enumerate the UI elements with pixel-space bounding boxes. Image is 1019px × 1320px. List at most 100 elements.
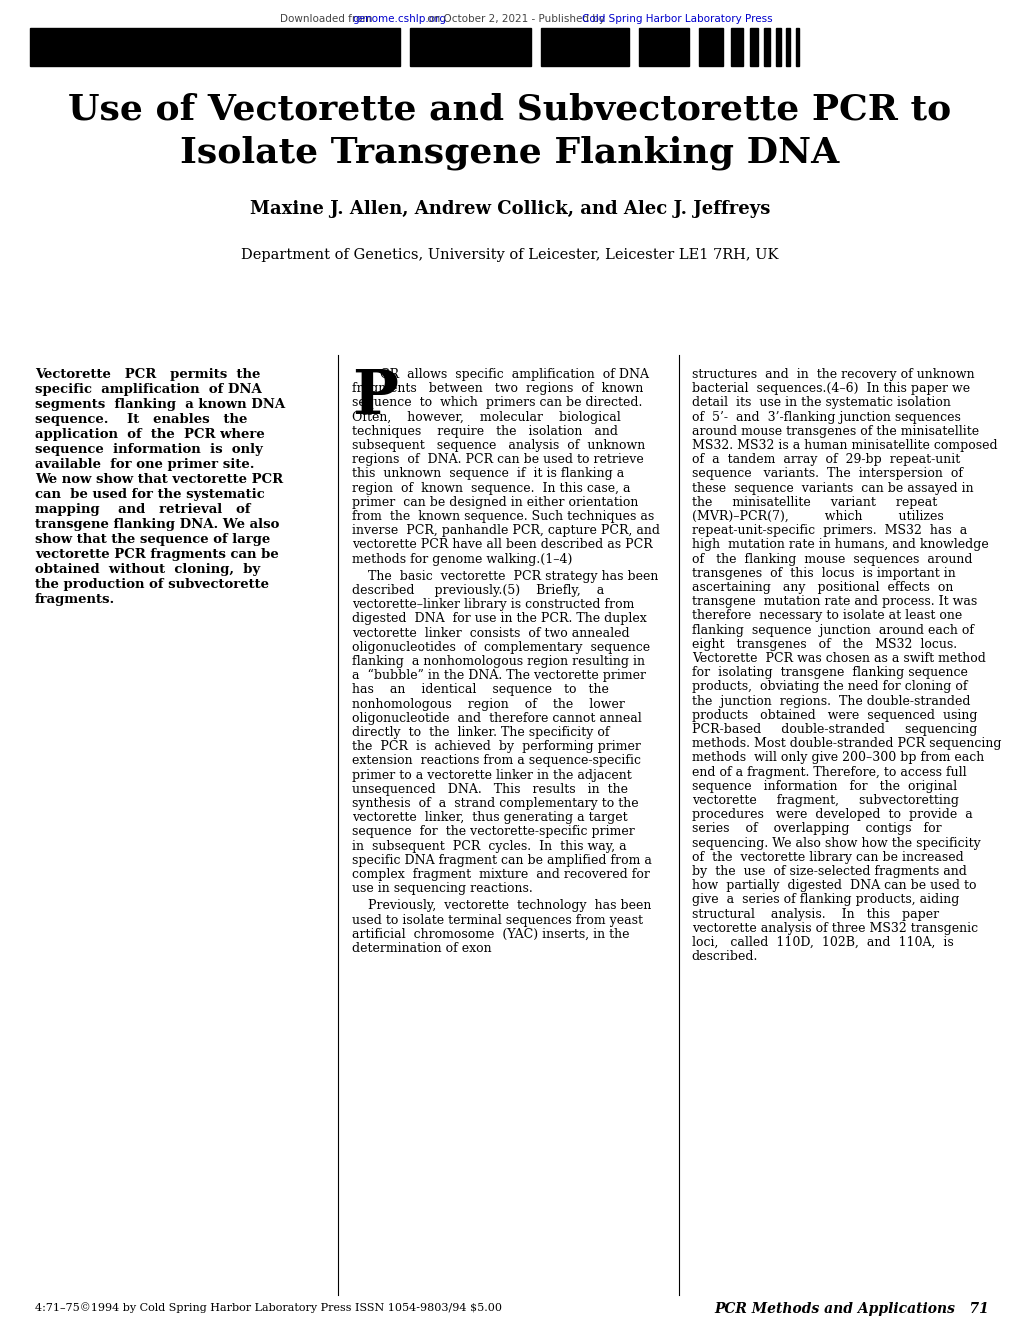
Bar: [775, 28, 780, 66]
Text: directly  to  the  linker. The specificity of: directly to the linker. The specificity …: [352, 726, 609, 739]
Bar: [30, 28, 400, 66]
Text: show that the sequence of large: show that the sequence of large: [35, 533, 270, 546]
Text: a  “bubble” in the DNA. The vectorette primer: a “bubble” in the DNA. The vectorette pr…: [352, 669, 646, 682]
Text: The  basic  vectorette  PCR strategy has been: The basic vectorette PCR strategy has be…: [352, 570, 658, 583]
Text: Often,    however,    molecular    biological: Often, however, molecular biological: [352, 411, 621, 424]
Text: of  5’-  and  3’-flanking junction sequences: of 5’- and 3’-flanking junction sequence…: [691, 411, 960, 424]
Text: high  mutation rate in humans, and knowledge: high mutation rate in humans, and knowle…: [691, 539, 987, 552]
Text: region  of  known  sequence.  In this case, a: region of known sequence. In this case, …: [352, 482, 630, 495]
Bar: [698, 28, 722, 66]
Bar: [749, 28, 757, 66]
Text: these  sequence  variants  can be assayed in: these sequence variants can be assayed i…: [691, 482, 972, 495]
Text: PCR-based     double-stranded     sequencing: PCR-based double-stranded sequencing: [691, 723, 976, 737]
Bar: [795, 28, 798, 66]
Text: (MVR)–PCR(7),         which         utilizes: (MVR)–PCR(7), which utilizes: [691, 510, 943, 523]
Text: vectorette  linker  consists  of two annealed: vectorette linker consists of two anneal…: [352, 627, 630, 640]
Text: can  be used for the systematic: can be used for the systematic: [35, 488, 265, 502]
Text: oligonucleotides  of  complementary  sequence: oligonucleotides of complementary sequen…: [352, 640, 650, 653]
Text: around mouse transgenes of the minisatellite: around mouse transgenes of the minisatel…: [691, 425, 978, 438]
Text: of   the  flanking  mouse  sequences  around: of the flanking mouse sequences around: [691, 553, 971, 565]
Text: Vectorette  PCR was chosen as a swift method: Vectorette PCR was chosen as a swift met…: [691, 652, 984, 665]
Text: Downloaded from: Downloaded from: [280, 15, 376, 24]
Text: vectorette–linker library is constructed from: vectorette–linker library is constructed…: [352, 598, 634, 611]
Text: products,  obviating the need for cloning of: products, obviating the need for cloning…: [691, 680, 966, 693]
Text: structural    analysis.    In   this   paper: structural analysis. In this paper: [691, 908, 937, 920]
Text: structures  and  in  the recovery of unknown: structures and in the recovery of unknow…: [691, 368, 973, 381]
Text: specific  amplification  of DNA: specific amplification of DNA: [35, 383, 262, 396]
Text: obtained  without  cloning,  by: obtained without cloning, by: [35, 564, 260, 576]
Text: application  of  the  PCR where: application of the PCR where: [35, 428, 265, 441]
Text: Previously,  vectorette  technology  has been: Previously, vectorette technology has be…: [352, 899, 651, 912]
Text: MS32. MS32 is a human minisatellite composed: MS32. MS32 is a human minisatellite comp…: [691, 440, 997, 451]
Text: unsequenced   DNA.   This   results   in  the: unsequenced DNA. This results in the: [352, 783, 628, 796]
Text: techniques    require   the   isolation   and: techniques require the isolation and: [352, 425, 618, 438]
Text: sequence  for  the vectorette-specific primer: sequence for the vectorette-specific pri…: [352, 825, 635, 838]
Text: products   obtained   were  sequenced  using: products obtained were sequenced using: [691, 709, 976, 722]
Text: genome.cshlp.org: genome.cshlp.org: [352, 15, 446, 24]
Text: the     minisatellite     variant     repeat: the minisatellite variant repeat: [691, 496, 936, 508]
Text: artificial  chromosome  (YAC) inserts, in the: artificial chromosome (YAC) inserts, in …: [352, 928, 629, 941]
Text: nonhomologous    region    of    the    lower: nonhomologous region of the lower: [352, 697, 625, 710]
Text: Department of Genetics, University of Leicester, Leicester LE1 7RH, UK: Department of Genetics, University of Le…: [242, 248, 777, 261]
Text: ascertaining   any   positional  effects  on: ascertaining any positional effects on: [691, 581, 952, 594]
Text: methods for genome walking.(1–4): methods for genome walking.(1–4): [352, 553, 572, 565]
Text: detail  its  use in the systematic isolation: detail its use in the systematic isolati…: [691, 396, 950, 409]
Text: eight   transgenes   of   the   MS32  locus.: eight transgenes of the MS32 locus.: [691, 638, 956, 651]
Text: used to isolate terminal sequences from yeast: used to isolate terminal sequences from …: [352, 913, 643, 927]
Text: sequence   variants.  The  interspersion  of: sequence variants. The interspersion of: [691, 467, 962, 480]
Text: digested  DNA  for use in the PCR. The duplex: digested DNA for use in the PCR. The dup…: [352, 612, 646, 626]
Text: oligonucleotide  and  therefore cannot anneal: oligonucleotide and therefore cannot ann…: [352, 711, 642, 725]
Text: give  a  series of flanking products, aiding: give a series of flanking products, aidi…: [691, 894, 958, 907]
Text: segments  flanking  a known DNA: segments flanking a known DNA: [35, 399, 285, 411]
Text: vectorette PCR have all been described as PCR: vectorette PCR have all been described a…: [352, 539, 652, 552]
Text: mapping    and   retrieval   of: mapping and retrieval of: [35, 503, 251, 516]
Text: vectorette PCR fragments can be: vectorette PCR fragments can be: [35, 548, 278, 561]
Text: vectorette  linker,  thus generating a target: vectorette linker, thus generating a tar…: [352, 812, 628, 824]
Text: primer  can be designed in either orientation: primer can be designed in either orienta…: [352, 496, 638, 508]
Text: the production of subvectorette: the production of subvectorette: [35, 578, 269, 591]
Text: loci,   called  110D,  102B,  and  110A,  is: loci, called 110D, 102B, and 110A, is: [691, 936, 953, 949]
Text: P: P: [352, 367, 397, 426]
Text: in  subsequent  PCR  cycles.  In  this way, a: in subsequent PCR cycles. In this way, a: [352, 840, 627, 853]
Text: of  the  vectorette library can be increased: of the vectorette library can be increas…: [691, 851, 963, 863]
Text: transgene  mutation rate and process. It was: transgene mutation rate and process. It …: [691, 595, 976, 609]
Text: fragments.: fragments.: [35, 593, 115, 606]
Bar: [763, 28, 769, 66]
Text: procedures   were  developed  to  provide  a: procedures were developed to provide a: [691, 808, 971, 821]
Text: sequencing. We also show how the specificity: sequencing. We also show how the specifi…: [691, 837, 979, 850]
Text: the  PCR  is  achieved  by  performing primer: the PCR is achieved by performing primer: [352, 741, 641, 754]
Text: repeat-unit-specific  primers.  MS32  has  a: repeat-unit-specific primers. MS32 has a: [691, 524, 966, 537]
Text: primer to a vectorette linker in the adjacent: primer to a vectorette linker in the adj…: [352, 768, 632, 781]
Text: Isolate Transgene Flanking DNA: Isolate Transgene Flanking DNA: [180, 135, 839, 169]
Text: of  a  tandem  array  of  29-bp  repeat-unit: of a tandem array of 29-bp repeat-unit: [691, 453, 959, 466]
Text: for  isolating  transgene  flanking sequence: for isolating transgene flanking sequenc…: [691, 667, 967, 680]
Text: fragments   between   two  regions  of  known: fragments between two regions of known: [352, 383, 643, 395]
Text: this  unknown  sequence  if  it is flanking a: this unknown sequence if it is flanking …: [352, 467, 624, 480]
Text: determination of exon: determination of exon: [352, 942, 491, 954]
Text: described.: described.: [691, 950, 757, 964]
Bar: [540, 28, 628, 66]
Text: subsequent   sequence   analysis  of  unknown: subsequent sequence analysis of unknown: [352, 440, 645, 451]
Text: ||||| Research: ||||| Research: [811, 34, 988, 59]
Text: sequence.    It   enables   the: sequence. It enables the: [35, 413, 248, 426]
Text: from  the  known sequence. Such techniques as: from the known sequence. Such techniques…: [352, 510, 654, 523]
Text: how  partially  digested  DNA can be used to: how partially digested DNA can be used t…: [691, 879, 975, 892]
Text: synthesis  of  a  strand complementary to the: synthesis of a strand complementary to t…: [352, 797, 638, 810]
Bar: [785, 28, 789, 66]
Bar: [410, 28, 530, 66]
Bar: [638, 28, 688, 66]
Text: vectorette     fragment,     subvectoretting: vectorette fragment, subvectoretting: [691, 795, 958, 807]
Text: CR  allows  specific  amplification  of DNA: CR allows specific amplification of DNA: [380, 368, 649, 381]
Text: on October 2, 2021 - Published by: on October 2, 2021 - Published by: [424, 15, 608, 24]
Text: sequence   information   for   the  original: sequence information for the original: [691, 780, 956, 793]
Text: 4:71–75©1994 by Cold Spring Harbor Laboratory Press ISSN 1054-9803/94 $5.00: 4:71–75©1994 by Cold Spring Harbor Labor…: [35, 1302, 501, 1313]
Text: bacterial  sequences.(4–6)  In this paper we: bacterial sequences.(4–6) In this paper …: [691, 383, 969, 395]
Text: by  the  use  of size-selected fragments and: by the use of size-selected fragments an…: [691, 865, 966, 878]
Text: Maxine J. Allen, Andrew Collick, and Alec J. Jeffreys: Maxine J. Allen, Andrew Collick, and Ale…: [250, 201, 769, 218]
Text: We now show that vectorette PCR: We now show that vectorette PCR: [35, 473, 283, 486]
Text: sequence  information  is  only: sequence information is only: [35, 444, 263, 455]
Text: series    of    overlapping    contigs   for: series of overlapping contigs for: [691, 822, 941, 836]
Text: end of a fragment. Therefore, to access full: end of a fragment. Therefore, to access …: [691, 766, 965, 779]
Text: Cold Spring Harbor Laboratory Press: Cold Spring Harbor Laboratory Press: [582, 15, 772, 24]
Text: use in sequencing reactions.: use in sequencing reactions.: [352, 882, 533, 895]
